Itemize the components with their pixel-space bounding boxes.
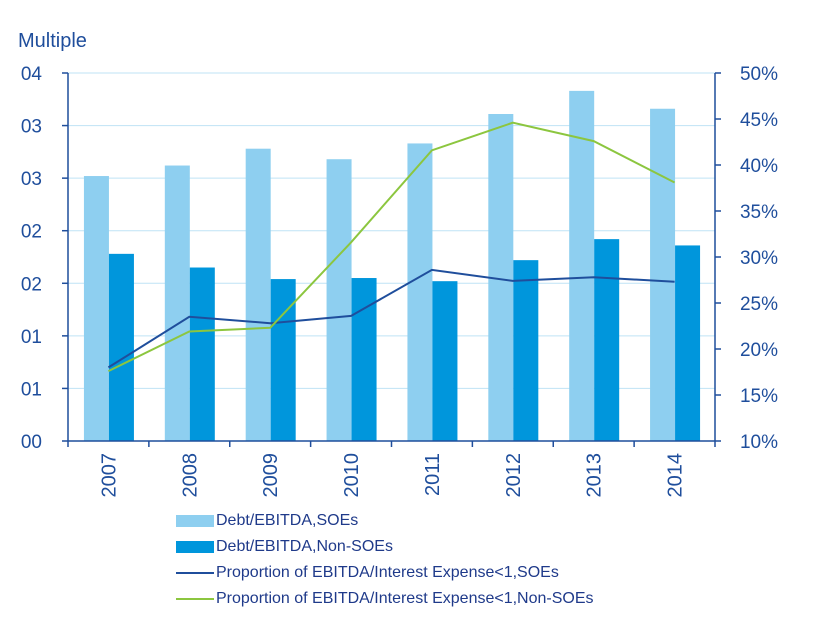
- legend-item-soe-debt: Debt/EBITDA,SOEs: [176, 508, 594, 534]
- bar-nonsoe-2013: [594, 239, 620, 441]
- left-tick-label: 01: [21, 379, 42, 400]
- legend-swatch-nonsoe-proportion: [176, 598, 214, 600]
- bar-nonsoe-2010: [351, 278, 377, 441]
- line-series: [107, 121, 676, 372]
- right-tick-label: 10%: [740, 432, 778, 453]
- bar-soe-2013: [569, 90, 595, 442]
- axes: 00 01 01 02 02 03 03 04 10% 15% 20% 25% 30% 35% 40% 45%…: [21, 64, 778, 498]
- right-tick-label: 20%: [740, 340, 778, 361]
- legend-swatch-soe-debt: [176, 515, 214, 527]
- line-nonsoe-proportion: [107, 121, 676, 372]
- bar-soe-2008: [164, 165, 190, 442]
- x-category-label: 2010: [341, 453, 363, 498]
- y-unit-label: Multiple: [18, 30, 87, 52]
- bar-nonsoe-2011: [432, 281, 458, 441]
- left-tick-label: 00: [21, 432, 42, 453]
- bar-soe-2011: [407, 143, 433, 441]
- bar-soe-2014: [650, 108, 676, 442]
- bar-nonsoe-2009: [270, 279, 296, 441]
- bar-nonsoe-2012: [513, 260, 539, 441]
- legend-label-nonsoe-debt: Debt/EBITDA,Non-SOEs: [216, 538, 393, 555]
- x-category-label: 2009: [260, 453, 282, 498]
- bar-series: [83, 90, 701, 442]
- x-category-label: 2007: [98, 453, 120, 498]
- legend-item-soe-proportion: Proportion of EBITDA/Interest Expense<1,…: [176, 560, 594, 586]
- x-category-label: 2008: [179, 453, 201, 498]
- right-tick-label: 45%: [740, 110, 778, 131]
- left-tick-label: 03: [21, 169, 42, 190]
- bar-soe-2010: [326, 159, 352, 441]
- bar-soe-2007: [83, 176, 109, 442]
- right-tick-label: 40%: [740, 156, 778, 177]
- legend-item-nonsoe-proportion: Proportion of EBITDA/Interest Expense<1,…: [176, 586, 594, 612]
- line-soe-proportion: [107, 268, 675, 369]
- right-tick-label: 30%: [740, 248, 778, 269]
- x-category-label: 2012: [503, 453, 525, 498]
- legend-label-soe-proportion: Proportion of EBITDA/Interest Expense<1,…: [216, 564, 559, 581]
- legend-label-soe-debt: Debt/EBITDA,SOEs: [216, 512, 359, 529]
- x-category-label: 2014: [665, 453, 687, 498]
- left-tick-label: 04: [21, 64, 43, 85]
- right-tick-label: 50%: [740, 64, 778, 85]
- left-tick-label: 02: [21, 222, 42, 243]
- right-tick-label: 15%: [740, 386, 778, 407]
- left-tick-label: 01: [21, 327, 42, 348]
- bar-nonsoe-2008: [189, 267, 215, 441]
- left-tick-label: 03: [21, 117, 42, 138]
- x-category-label: 2013: [584, 453, 606, 498]
- left-tick-label: 02: [21, 274, 42, 295]
- legend-swatch-soe-proportion: [176, 572, 214, 574]
- bar-nonsoe-2007: [108, 253, 134, 441]
- bar-nonsoe-2014: [675, 245, 701, 441]
- legend: Debt/EBITDA,SOEs Debt/EBITDA,Non-SOEs Pr…: [176, 508, 594, 612]
- bar-soe-2009: [245, 148, 271, 441]
- legend-label-nonsoe-proportion: Proportion of EBITDA/Interest Expense<1,…: [216, 590, 594, 607]
- right-tick-label: 25%: [740, 294, 778, 315]
- legend-item-nonsoe-debt: Debt/EBITDA,Non-SOEs: [176, 534, 594, 560]
- legend-swatch-nonsoe-debt: [176, 541, 214, 553]
- x-category-label: 2011: [422, 453, 444, 496]
- right-tick-label: 35%: [740, 202, 778, 223]
